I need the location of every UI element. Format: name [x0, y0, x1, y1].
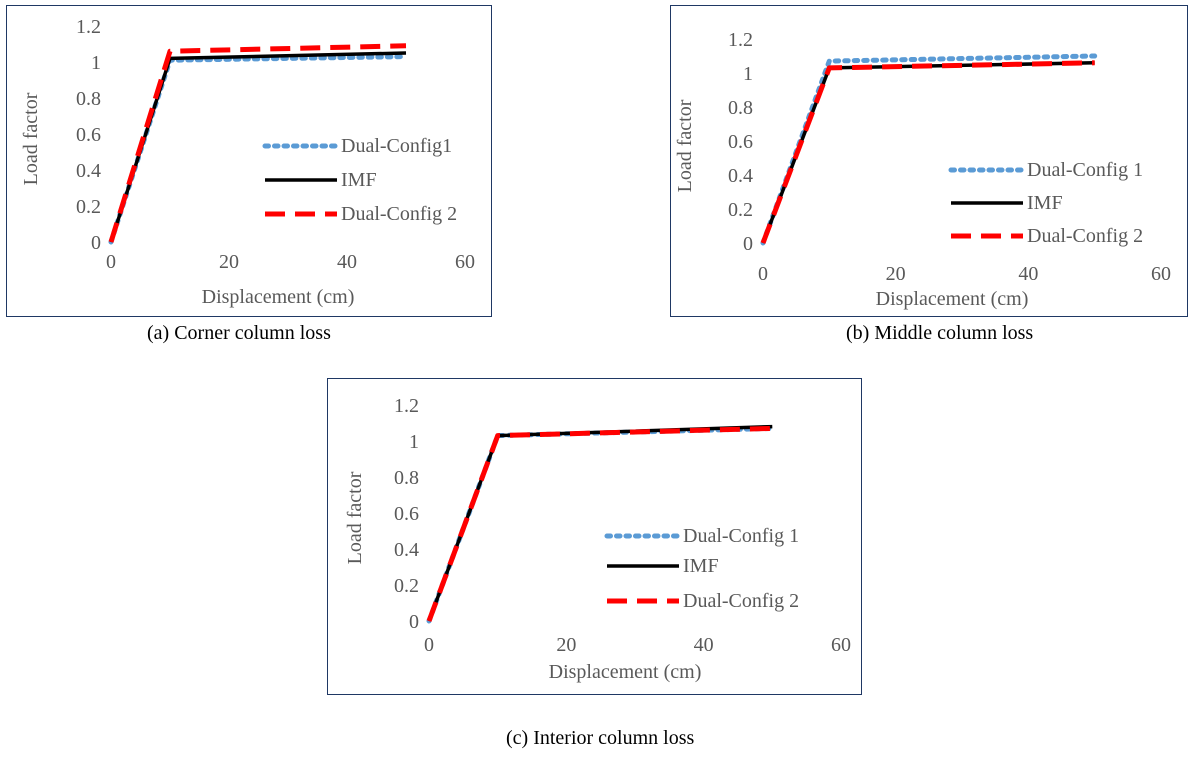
y-tick-label: 1.2: [728, 29, 753, 51]
legend-label: IMF: [683, 555, 719, 577]
y-tick-label: 0.2: [728, 199, 753, 221]
x-tick-label: 40: [337, 251, 357, 273]
x-tick-label: 40: [1018, 263, 1038, 285]
series-line-dual-config-2: [760, 60, 1095, 244]
x-tick-label: 0: [424, 634, 434, 656]
caption-b: (b) Middle column loss: [846, 322, 1034, 344]
x-tick-label: 0: [758, 263, 768, 285]
series-line-imf: [761, 61, 1095, 244]
x-tick-label: 0: [106, 251, 116, 273]
chart-svg-a: 0 0.2 0.4 0.6 0.8 1 1.2 0 20 40 60 Displacement (cm…: [20, 16, 475, 308]
legend-label: Dual-Config1: [341, 135, 452, 157]
y-tick-label: 0.6: [76, 124, 101, 146]
y-tick-label: 0: [743, 233, 753, 255]
y-tick-label: 0.2: [76, 196, 101, 218]
y-tick-label: 0.4: [728, 165, 753, 187]
legend-label: Dual-Config 1: [1027, 159, 1143, 181]
y-tick-label: 0.8: [394, 467, 419, 489]
legend-label: IMF: [341, 169, 377, 191]
series-line-dual-config-2: [426, 425, 773, 622]
chart-svg-c: 0 0.2 0.4 0.6 0.8 1 1.2 0 20 40 60 Displacement (cm…: [344, 395, 851, 683]
chart-svg-b: 0 0.2 0.4 0.6 0.8 1 1.2 0 20 40 60 Displacement (cm…: [674, 29, 1171, 310]
y-tick-label: 1: [409, 431, 419, 453]
x-tick-label: 20: [219, 251, 239, 273]
x-axis-label: Displacement (cm): [202, 286, 355, 308]
y-tick-label: 0.4: [394, 539, 419, 561]
y-tick-label: 1: [91, 52, 101, 74]
y-axis-label: Load factor: [344, 471, 366, 564]
x-tick-label: 20: [556, 634, 576, 656]
y-tick-label: 0: [409, 611, 419, 633]
legend-label: Dual-Config 2: [683, 590, 799, 612]
legend-label: Dual-Config 1: [683, 525, 799, 547]
y-tick-label: 0.4: [76, 160, 101, 182]
y-tick-label: 1.2: [394, 395, 419, 417]
caption-c: (c) Interior column loss: [506, 727, 695, 749]
y-tick-label: 0.6: [394, 503, 419, 525]
chart-panel-c: 0 0.2 0.4 0.6 0.8 1 1.2 0 20 40 60 Displacement (cm…: [327, 378, 862, 695]
y-tick-label: 0.8: [728, 97, 753, 119]
y-tick-label: 0.2: [394, 575, 419, 597]
y-tick-label: 0: [91, 232, 101, 254]
x-tick-label: 60: [455, 251, 475, 273]
legend-label: IMF: [1027, 192, 1063, 214]
y-axis-label: Load factor: [674, 99, 696, 192]
y-tick-label: 1.2: [76, 16, 101, 38]
x-axis-label: Displacement (cm): [876, 288, 1029, 310]
x-tick-label: 40: [694, 634, 714, 656]
chart-panel-a: 0 0.2 0.4 0.6 0.8 1 1.2 0 20 40 60 Displacement (cm…: [6, 5, 492, 317]
series-line-dual-config-2: [108, 43, 407, 243]
caption-a: (a) Corner column loss: [147, 322, 331, 344]
y-tick-label: 0.8: [76, 88, 101, 110]
y-tick-label: 1: [743, 63, 753, 85]
x-axis-label: Displacement (cm): [549, 661, 702, 683]
x-tick-label: 20: [886, 263, 906, 285]
x-tick-label: 60: [1151, 263, 1171, 285]
legend-label: Dual-Config 2: [1027, 225, 1143, 247]
chart-panel-b: 0 0.2 0.4 0.6 0.8 1 1.2 0 20 40 60 Displacement (cm…: [670, 5, 1188, 317]
x-tick-label: 60: [831, 634, 851, 656]
series-line-dual-config-1: [760, 53, 1098, 246]
y-tick-label: 0.6: [728, 131, 753, 153]
y-axis-label: Load factor: [20, 92, 42, 185]
legend-label: Dual-Config 2: [341, 203, 457, 225]
